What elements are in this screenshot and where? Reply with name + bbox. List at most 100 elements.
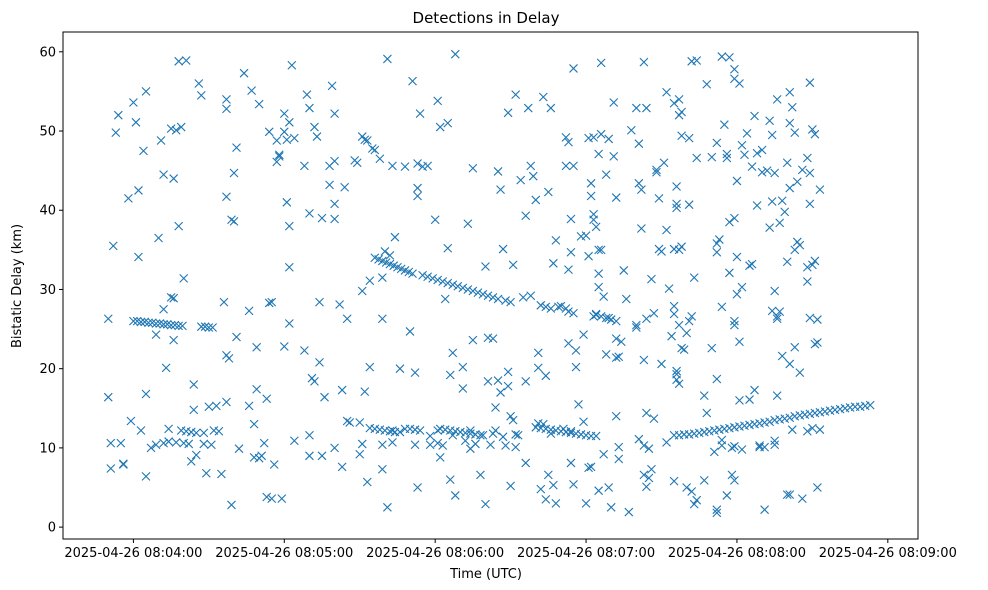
scatter-point — [727, 470, 737, 480]
scatter-point — [569, 161, 578, 171]
scatter-point — [865, 400, 875, 410]
scatter-point — [362, 477, 372, 487]
scatter-point — [591, 310, 601, 320]
scatter-point — [797, 165, 807, 175]
scatter-point — [214, 426, 224, 436]
scatter-point — [418, 270, 427, 280]
scatter-point — [443, 118, 453, 128]
scatter-point — [735, 79, 744, 88]
scatter-point — [151, 330, 161, 340]
scatter-point — [765, 417, 775, 427]
scatter-point — [365, 362, 375, 372]
scatter-point — [672, 375, 681, 385]
scatter-point — [782, 257, 792, 267]
scatter-point — [707, 343, 717, 353]
scatter-point — [501, 296, 510, 305]
scatter-point — [305, 103, 314, 113]
scatter-point — [584, 463, 593, 473]
scatter-point — [254, 99, 264, 109]
scatter-point — [435, 122, 445, 132]
scatter-point — [473, 288, 483, 298]
scatter-point — [171, 125, 181, 135]
scatter-point — [717, 441, 727, 450]
scatter-point — [722, 491, 732, 500]
scatter-point — [682, 328, 692, 338]
scatter-point — [521, 211, 531, 221]
scatter-point — [802, 426, 812, 436]
scatter-point — [702, 408, 712, 418]
scatter-point — [657, 359, 666, 369]
scatter-point — [672, 199, 681, 209]
scatter-point — [463, 219, 473, 229]
scatter-point — [604, 134, 614, 144]
scatter-point — [108, 241, 118, 251]
scatter-point — [199, 428, 209, 438]
scatter-point — [772, 312, 782, 321]
scatter-point — [596, 312, 606, 321]
scatter-point — [611, 316, 621, 326]
scatter-point — [279, 109, 289, 118]
scatter-point — [224, 353, 234, 363]
scatter-point — [765, 116, 775, 126]
scatter-point — [730, 475, 739, 485]
plot-area-frame — [62, 31, 919, 540]
scatter-point — [312, 132, 322, 141]
scatter-point — [727, 443, 737, 453]
scatter-point — [450, 491, 460, 500]
scatter-point — [644, 444, 654, 454]
scatter-point — [770, 436, 780, 446]
scatter-point — [325, 180, 334, 190]
scatter-point — [204, 402, 214, 412]
scatter-point — [767, 197, 777, 206]
scatter-point — [262, 492, 272, 502]
scatter-point — [589, 132, 598, 142]
scatter-point — [310, 376, 319, 386]
y-tick-label: 30 — [39, 283, 56, 298]
scatter-point — [677, 107, 687, 117]
scatter-point — [785, 183, 795, 193]
scatter-point — [300, 346, 309, 355]
scatter-point — [106, 464, 116, 473]
scatter-point — [782, 158, 792, 168]
scatter-point — [546, 304, 556, 313]
scatter-point — [232, 332, 241, 342]
scatter-point — [123, 193, 133, 203]
scatter-point — [785, 118, 795, 128]
scatter-point — [797, 494, 807, 503]
scatter-point — [433, 438, 443, 448]
scatter-point — [438, 441, 448, 450]
scatter-point — [503, 381, 513, 391]
scatter-point — [189, 380, 199, 389]
scatter-point — [574, 399, 583, 409]
scatter-point — [458, 362, 468, 372]
scatter-point — [569, 308, 578, 318]
scatter-point — [330, 214, 339, 224]
scatter-point — [222, 192, 231, 202]
scatter-point — [762, 166, 772, 176]
scatter-point — [375, 154, 385, 164]
scatter-point — [179, 273, 189, 283]
scatter-point — [460, 436, 470, 446]
scatter-point — [642, 482, 651, 492]
scatter-point — [508, 415, 518, 425]
scatter-point — [284, 319, 294, 328]
scatter-point — [611, 334, 621, 343]
x-axis-label: Time (UTC) — [449, 567, 522, 582]
scatter-point — [408, 76, 417, 86]
scatter-point — [156, 136, 166, 145]
scatter-point — [445, 370, 455, 380]
scatter-point — [740, 150, 749, 160]
scatter-point — [652, 165, 661, 175]
scatter-point — [677, 242, 687, 252]
scatter-point — [395, 427, 405, 437]
scatter-point — [692, 153, 702, 163]
scatter-point — [541, 495, 551, 504]
scatter-point — [662, 87, 671, 97]
x-tick-label: 2025-04-26 08:05:00 — [215, 546, 353, 561]
scatter-point — [191, 450, 201, 460]
scatter-point — [609, 151, 619, 161]
scatter-point — [468, 286, 478, 296]
scatter-point — [284, 262, 294, 272]
scatter-point — [657, 247, 666, 256]
scatter-point — [647, 274, 656, 284]
